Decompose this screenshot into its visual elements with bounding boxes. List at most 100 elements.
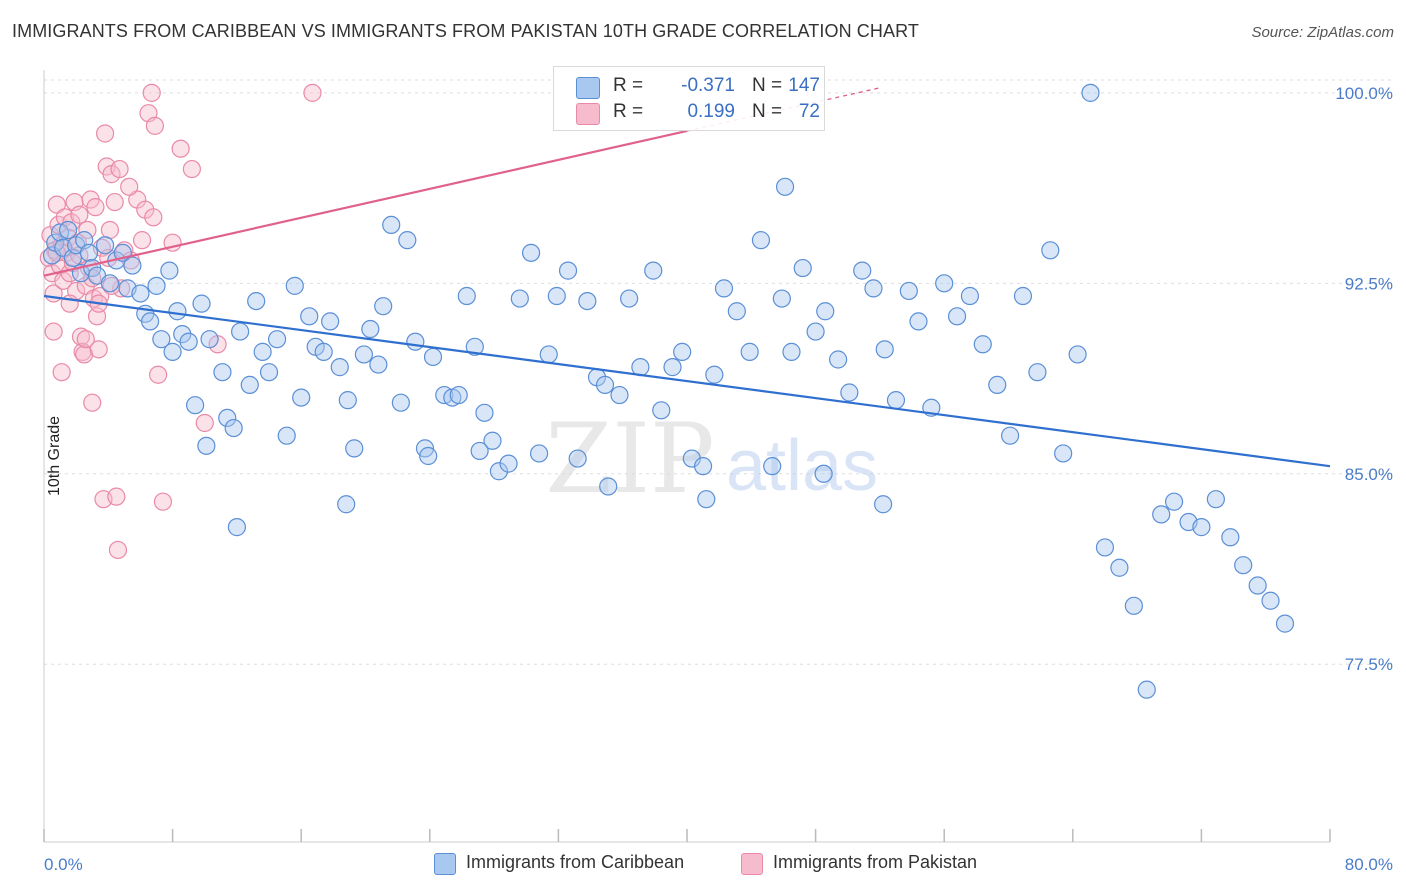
caribbean-point [610, 385, 629, 405]
caribbean-trendline [43, 294, 1331, 468]
pakistan-point [44, 322, 63, 341]
caribbean-point [123, 256, 142, 275]
pakistan-point [149, 365, 168, 384]
caribbean-point [259, 363, 279, 382]
pakistan-point [182, 159, 201, 179]
pakistan-point [171, 139, 190, 158]
caribbean-point [599, 477, 618, 496]
pakistan-swatch [576, 103, 600, 125]
caribbean-point [1248, 576, 1267, 595]
caribbean-point [382, 215, 401, 235]
caribbean-point [697, 490, 716, 509]
caribbean-point [1041, 241, 1060, 260]
pakistan-point [145, 116, 165, 135]
y-tick-label: 92.5% [1345, 274, 1393, 293]
pakistan-point [303, 83, 322, 102]
caribbean-point [354, 345, 373, 364]
caribbean-point [874, 495, 893, 514]
pakistan-point [132, 231, 152, 250]
caribbean-point [1028, 363, 1047, 382]
x-tick-label: 0.0% [44, 855, 83, 874]
caribbean-point [1013, 286, 1033, 306]
caribbean-point [814, 464, 833, 483]
series-legend: Immigrants from Caribbean Immigrants fro… [0, 852, 1406, 878]
caribbean-point [338, 391, 357, 410]
chart-title: IMMIGRANTS FROM CARIBBEAN VS IMMIGRANTS … [12, 21, 919, 41]
caribbean-point [740, 342, 759, 361]
watermark: ZIP atlas [545, 403, 878, 515]
caribbean-point [864, 279, 883, 298]
caribbean-point [186, 396, 205, 415]
pakistan-swatch [741, 853, 763, 875]
n-label: N = [752, 75, 783, 96]
caribbean-point [499, 454, 518, 473]
pakistan-point [100, 220, 120, 240]
caribbean-point [652, 401, 671, 420]
caribbean-point [179, 332, 198, 351]
pakistan-point [120, 177, 139, 196]
caribbean-point [253, 342, 272, 361]
pakistan-points [39, 83, 322, 560]
n-label: N = [752, 101, 783, 122]
caribbean-point [163, 342, 182, 361]
caribbean-point [1095, 538, 1115, 557]
pakistan-point [144, 208, 163, 227]
caribbean-point [775, 177, 795, 196]
caribbean-point [200, 330, 219, 349]
pakistan-point [83, 393, 102, 412]
caribbean-point [1206, 490, 1225, 509]
caribbean-point [530, 444, 549, 463]
caribbean-point [423, 347, 443, 367]
caribbean-point [840, 383, 859, 402]
caribbean-point [59, 220, 78, 240]
n-value: 72 [798, 101, 820, 122]
caribbean-point [277, 426, 296, 445]
caribbean-point [620, 289, 639, 308]
caribbean-point [727, 302, 746, 321]
caribbean-point [751, 231, 771, 250]
caribbean-point [782, 342, 801, 361]
y-tick-label: 77.5% [1345, 655, 1393, 674]
caribbean-point [510, 289, 529, 308]
y-tick-label: 100.0% [1335, 84, 1393, 103]
caribbean-point [419, 446, 438, 466]
caribbean-point [558, 261, 578, 280]
caribbean-points [42, 83, 1295, 699]
legend-label: Immigrants from Caribbean [466, 852, 685, 872]
caribbean-point [267, 330, 287, 349]
pakistan-point [52, 363, 71, 382]
pakistan-point [105, 192, 124, 212]
pakistan-point [89, 340, 108, 359]
axes [43, 70, 1331, 843]
caribbean-point [763, 457, 782, 476]
caribbean-point [705, 365, 724, 384]
caribbean-point [240, 375, 259, 394]
pakistan-point [195, 413, 214, 433]
caribbean-point [1001, 426, 1020, 445]
caribbean-point [292, 388, 311, 407]
caribbean-point [973, 335, 992, 354]
caribbean-point [489, 462, 509, 481]
caribbean-point [673, 342, 692, 361]
caribbean-point [247, 291, 266, 311]
caribbean-point [578, 291, 597, 311]
pakistan-point [71, 327, 91, 346]
caribbean-point [1192, 518, 1211, 537]
caribbean-point [693, 457, 713, 476]
caribbean-point [173, 325, 192, 344]
caribbean-point [483, 431, 502, 450]
caribbean-point [568, 449, 587, 468]
source-label: Source: ZipAtlas.com [1251, 24, 1394, 41]
caribbean-point [1110, 558, 1129, 577]
caribbean-point [1234, 556, 1253, 575]
r-value: -0.371 [681, 75, 735, 96]
pakistan-point [75, 345, 94, 364]
caribbean-point [899, 281, 918, 301]
pakistan-point [78, 220, 97, 240]
caribbean-point [806, 322, 825, 341]
pakistan-point [108, 540, 128, 560]
pakistan-point [153, 492, 173, 511]
caribbean-point [337, 495, 356, 514]
r-label: R = [613, 75, 644, 96]
caribbean-point [192, 294, 211, 313]
